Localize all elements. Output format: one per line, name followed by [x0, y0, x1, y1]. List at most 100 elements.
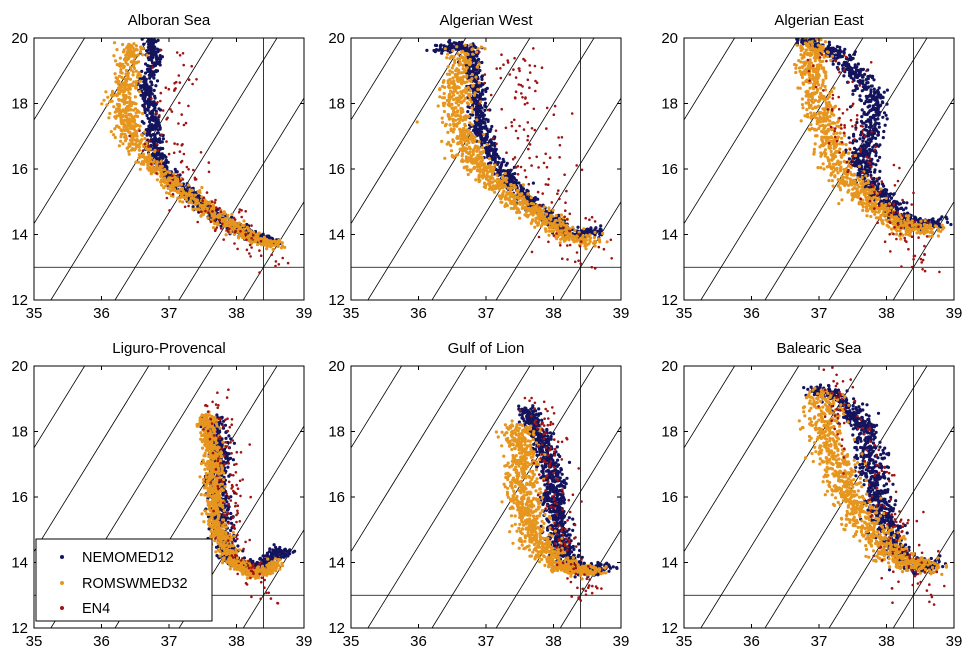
- isopycnal-line: [34, 38, 150, 225]
- data-point: [137, 90, 142, 94]
- data-point: [225, 226, 229, 230]
- data-point: [476, 84, 481, 88]
- data-point: [191, 207, 195, 211]
- data-point: [143, 130, 147, 134]
- data-point: [443, 156, 447, 160]
- series-romswmed32: [415, 42, 609, 251]
- data-point: [134, 107, 138, 111]
- data-point: [483, 181, 487, 185]
- x-tick-label: 36: [93, 305, 110, 322]
- data-point: [502, 189, 506, 193]
- data-point: [854, 87, 859, 91]
- data-point: [158, 164, 162, 168]
- data-point: [522, 192, 527, 196]
- data-point: [855, 75, 860, 80]
- data-point: [139, 162, 143, 166]
- data-point: [127, 122, 131, 126]
- data-point: [135, 61, 139, 65]
- data-point: [131, 73, 135, 77]
- data-point: [139, 73, 143, 78]
- data-point: [448, 104, 452, 108]
- data-point: [128, 134, 131, 138]
- data-point: [877, 202, 881, 206]
- data-point: [471, 152, 475, 156]
- data-point: [465, 47, 469, 51]
- data-point: [536, 197, 540, 201]
- data-point: [517, 67, 521, 70]
- data-point: [169, 189, 173, 193]
- data-point: [187, 204, 190, 208]
- data-point: [137, 142, 141, 147]
- data-point: [506, 186, 510, 190]
- data-point: [489, 185, 493, 189]
- data-point: [844, 148, 848, 152]
- data-point: [286, 261, 290, 265]
- data-point: [155, 69, 160, 73]
- data-point: [124, 114, 128, 118]
- data-point: [148, 103, 153, 107]
- data-point: [160, 133, 163, 136]
- data-point: [119, 68, 123, 72]
- data-point: [175, 170, 179, 174]
- data-point: [156, 120, 160, 124]
- data-point: [459, 111, 463, 115]
- data-point: [127, 50, 131, 54]
- data-point: [869, 84, 873, 88]
- data-point: [536, 190, 540, 194]
- data-point: [233, 220, 237, 224]
- data-point: [548, 222, 552, 226]
- data-point: [501, 194, 505, 198]
- data-point: [447, 117, 451, 121]
- x-tick-label: 37: [478, 305, 495, 322]
- data-point: [547, 233, 551, 237]
- data-point: [475, 163, 480, 168]
- data-point: [535, 207, 539, 211]
- data-point: [133, 95, 137, 99]
- data-point: [481, 167, 486, 172]
- data-point: [141, 91, 145, 95]
- data-point: [440, 116, 444, 120]
- data-point: [196, 190, 200, 194]
- data-point: [435, 43, 439, 48]
- data-point: [847, 157, 852, 161]
- data-point: [499, 200, 503, 204]
- data-point: [131, 70, 135, 74]
- data-point: [483, 47, 487, 51]
- data-point: [215, 226, 219, 229]
- plot-area: [351, 38, 621, 300]
- data-point: [462, 75, 466, 79]
- data-point: [165, 118, 168, 121]
- data-point: [166, 181, 170, 186]
- data-point: [855, 65, 859, 69]
- data-point: [519, 165, 523, 169]
- data-point: [181, 178, 185, 181]
- data-point: [870, 76, 875, 80]
- data-point: [478, 102, 481, 105]
- data-point: [181, 195, 185, 199]
- data-point: [178, 101, 181, 105]
- data-point: [507, 192, 511, 196]
- data-point: [486, 130, 490, 134]
- data-point: [483, 97, 487, 101]
- data-point: [526, 192, 530, 196]
- data-point: [280, 241, 284, 245]
- data-point: [525, 213, 529, 217]
- data-point: [121, 42, 125, 47]
- data-point: [873, 126, 877, 130]
- data-point: [866, 81, 870, 85]
- data-point: [233, 218, 237, 221]
- data-point: [493, 144, 497, 148]
- data-point: [864, 125, 868, 129]
- data-point: [452, 106, 456, 111]
- data-point: [118, 56, 122, 60]
- isopycnal-line: [242, 200, 304, 300]
- data-point: [276, 244, 280, 248]
- data-point: [152, 34, 155, 37]
- data-point: [550, 229, 554, 234]
- data-point: [536, 221, 540, 225]
- data-point: [156, 149, 160, 152]
- data-point: [884, 189, 888, 193]
- data-point: [547, 208, 551, 213]
- data-point: [126, 83, 130, 87]
- data-point: [862, 112, 866, 116]
